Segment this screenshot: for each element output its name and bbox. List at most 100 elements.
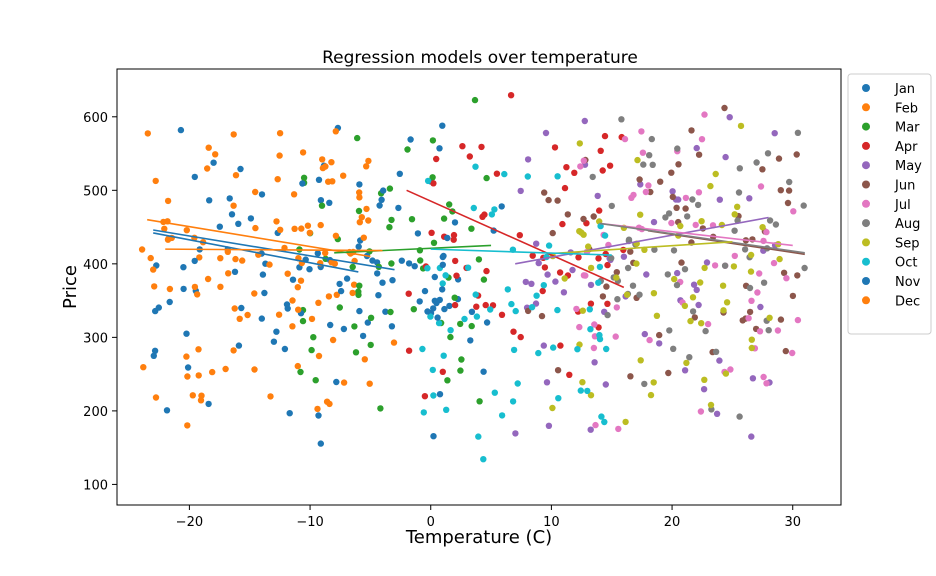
scatter-point bbox=[640, 161, 647, 168]
scatter-point bbox=[430, 433, 437, 440]
scatter-point bbox=[466, 153, 473, 160]
scatter-point bbox=[575, 254, 582, 261]
scatter-point bbox=[543, 379, 551, 386]
scatter-point bbox=[704, 320, 712, 328]
scatter-point bbox=[291, 225, 298, 232]
scatter-point bbox=[480, 456, 487, 463]
scatter-point bbox=[421, 393, 429, 400]
y-tick-label: 100 bbox=[83, 478, 108, 493]
scatter-point bbox=[299, 317, 307, 325]
scatter-point bbox=[289, 297, 296, 304]
y-tick-label: 200 bbox=[83, 405, 108, 420]
scatter-point bbox=[340, 172, 347, 179]
scatter-point bbox=[475, 256, 483, 263]
scatter-point bbox=[683, 359, 690, 367]
scatter-point bbox=[695, 189, 703, 196]
scatter-point bbox=[328, 159, 335, 166]
scatter-point bbox=[736, 413, 743, 420]
scatter-point bbox=[641, 330, 648, 338]
scatter-point bbox=[636, 176, 643, 183]
scatter-point bbox=[746, 195, 753, 202]
scatter-point bbox=[633, 260, 640, 267]
scatter-point bbox=[191, 257, 198, 265]
scatter-point bbox=[524, 173, 531, 180]
scatter-point bbox=[274, 176, 281, 183]
scatter-point bbox=[198, 392, 205, 399]
chart-title: Regression models over temperature bbox=[322, 48, 638, 68]
legend-marker bbox=[862, 122, 870, 131]
scatter-point bbox=[232, 255, 239, 263]
x-tick-label: 0 bbox=[427, 515, 435, 530]
legend-label: Apr bbox=[895, 140, 918, 155]
scatter-point bbox=[594, 192, 601, 200]
scatter-point bbox=[487, 306, 494, 313]
scatter-point bbox=[273, 218, 280, 225]
scatter-point bbox=[686, 354, 693, 361]
scatter-point bbox=[276, 152, 283, 159]
scatter-point bbox=[541, 189, 548, 196]
scatter-point bbox=[306, 229, 313, 236]
scatter-point bbox=[322, 249, 329, 257]
scatter-point bbox=[670, 345, 677, 352]
scatter-point bbox=[587, 392, 595, 399]
scatter-point bbox=[337, 287, 345, 295]
scatter-point bbox=[442, 272, 449, 279]
scatter-point bbox=[424, 177, 432, 185]
scatter-point bbox=[258, 191, 266, 198]
scatter-point bbox=[152, 394, 160, 401]
scatter-point bbox=[360, 234, 367, 241]
scatter-point bbox=[458, 356, 465, 363]
scatter-point bbox=[777, 316, 785, 323]
scatter-point bbox=[472, 291, 479, 298]
scatter-point bbox=[395, 204, 402, 212]
scatter-point bbox=[794, 129, 802, 136]
scatter-point bbox=[723, 299, 731, 306]
scatter-point bbox=[332, 232, 340, 239]
scatter-point bbox=[359, 332, 367, 340]
scatter-point bbox=[244, 311, 251, 319]
scatter-point bbox=[591, 321, 598, 328]
scatter-point bbox=[356, 194, 363, 201]
scatter-point bbox=[184, 422, 191, 429]
scatter-point bbox=[747, 251, 755, 259]
scatter-point bbox=[365, 157, 372, 165]
legend-label: Mar bbox=[895, 121, 920, 136]
scatter-point bbox=[440, 352, 447, 359]
scatter-point bbox=[629, 282, 637, 289]
scatter-point bbox=[216, 223, 223, 230]
scatter-point bbox=[739, 317, 746, 324]
regression-line bbox=[153, 232, 359, 273]
scatter-point bbox=[504, 286, 511, 293]
scatter-point bbox=[689, 308, 697, 315]
scatter-point bbox=[599, 167, 606, 174]
scatter-point bbox=[540, 342, 547, 349]
scatter-point bbox=[351, 323, 358, 330]
scatter-point bbox=[639, 149, 647, 156]
scatter-point bbox=[601, 132, 609, 140]
scatter-point bbox=[581, 117, 588, 125]
scatter-point bbox=[668, 219, 675, 227]
scatter-point bbox=[770, 259, 778, 267]
scatter-point bbox=[510, 346, 518, 354]
scatter-point bbox=[579, 307, 586, 314]
scatter-point bbox=[726, 114, 733, 121]
scatter-point bbox=[561, 184, 569, 192]
scatter-point bbox=[386, 185, 394, 192]
scatter-point bbox=[721, 262, 729, 269]
scatter-point bbox=[235, 220, 242, 227]
scatter-point bbox=[522, 278, 529, 286]
scatter-point bbox=[618, 116, 625, 123]
scatter-point bbox=[317, 221, 324, 229]
scatter-point bbox=[435, 319, 443, 327]
regression-line bbox=[599, 222, 805, 254]
scatter-point bbox=[195, 346, 202, 353]
scatter-point bbox=[595, 255, 602, 262]
scatter-point bbox=[230, 131, 237, 138]
scatter-point bbox=[557, 342, 564, 349]
scatter-point bbox=[688, 127, 695, 134]
scatter-points bbox=[138, 92, 808, 463]
scatter-point bbox=[681, 367, 689, 374]
scatter-point bbox=[554, 173, 561, 180]
scatter-point bbox=[375, 292, 382, 299]
scatter-point bbox=[284, 305, 291, 312]
